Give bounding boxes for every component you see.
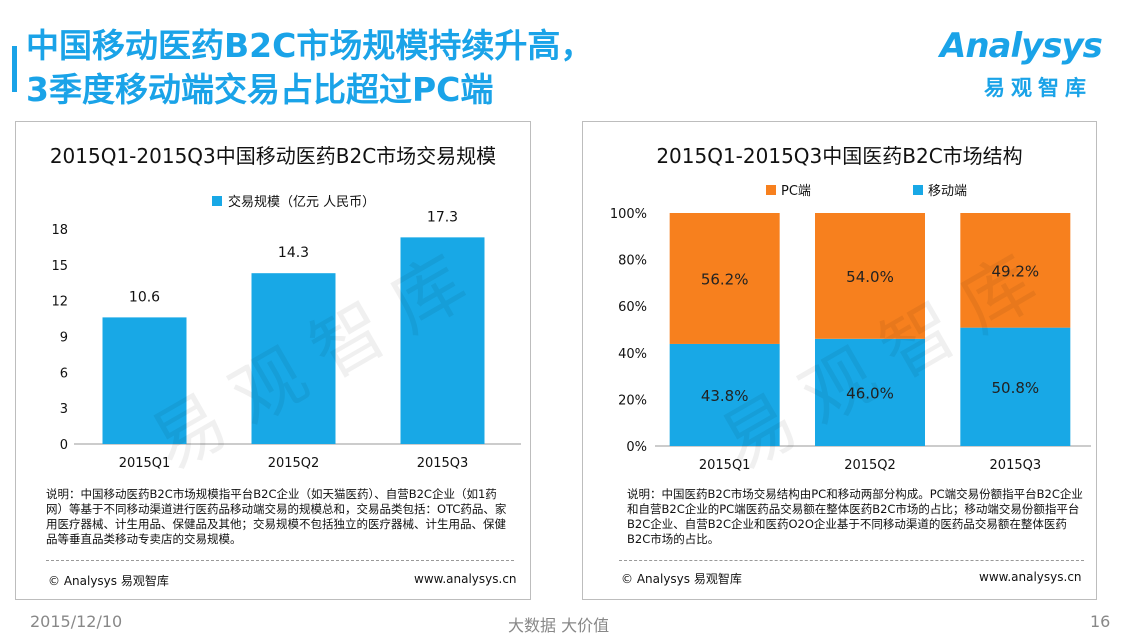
x-tick-label-2015Q2: 2015Q2 [268,456,320,471]
bar-2015Q3 [400,237,485,444]
left-chart-note: 说明：中国移动医药B2C市场规模指平台B2C企业（如天猫医药）、自营B2C企业（… [46,487,507,546]
legend-label-volume: 交易规模（亿元 人民币） [228,194,375,210]
right-source: © Analysys 易观智库 [621,572,742,586]
bar-mobile-2015Q1 [669,343,780,446]
left-chart-panel: 交易规模（亿元 人民币） 0 3 6 9 12 15 18 10.6 2015Q1 14.3 2015… [15,121,531,600]
data-label-2015Q1: 10.6 [129,289,160,305]
analysys-logo: Analysys 易观智库 [940,26,1110,106]
page-title-line1: 中国移动医药B2C市场规模持续升高， [26,26,594,65]
bar-pc-2015Q1 [669,213,780,344]
y-tick-label: 0 [60,438,68,453]
y-tick-label: 0% [626,440,647,455]
x-tick-label-2015Q1: 2015Q1 [119,456,171,471]
right-url: www.analysys.cn [979,570,1082,584]
bar-mobile-2015Q3 [960,327,1071,446]
data-label-mobile-2015Q2: 46.0% [846,384,894,402]
y-tick-label: 15 [51,259,68,274]
bar-2015Q1 [102,317,187,444]
data-label-mobile-2015Q1: 43.8% [701,387,749,405]
y-tick-label: 9 [60,331,68,346]
y-tick-label: 20% [618,393,647,408]
bar-pc-2015Q3 [960,213,1071,328]
data-label-pc-2015Q1: 56.2% [701,270,749,288]
data-label-pc-2015Q3: 49.2% [992,262,1040,280]
y-tick-label: 12 [51,295,68,310]
x-tick-label-2015Q3: 2015Q3 [990,458,1042,473]
page-number: 16 [1090,612,1111,631]
bar-pc-2015Q2 [815,213,925,339]
y-tick-label: 3 [60,402,68,417]
legend-swatch-volume [212,196,222,206]
x-tick-label-2015Q1: 2015Q1 [699,458,751,473]
y-tick-label: 18 [51,223,68,238]
y-tick-label: 6 [60,366,68,381]
bar-2015Q2 [251,273,336,444]
legend-label-mobile: 移动端 [928,184,967,199]
y-tick-label: 100% [610,207,647,222]
y-tick-label: 80% [618,254,647,269]
y-tick-label: 40% [618,347,647,362]
x-tick-label-2015Q2: 2015Q2 [844,458,896,473]
left-url: www.analysys.cn [414,572,517,586]
left-chart-title: 2015Q1-2015Q3中国移动医药B2C市场交易规模 [49,144,497,168]
right-chart-panel: PC端 移动端 0% 20% 40% 60% 80% 100% 43.8% 56.2% 2015Q1… [582,121,1097,600]
left-bar-chart: 交易规模（亿元 人民币） 0 3 6 9 12 15 18 10.6 2015Q1 14.3 2015… [51,194,521,471]
left-source: © Analysys 易观智库 [48,574,169,588]
data-label-pc-2015Q2: 54.0% [846,268,894,286]
page-title-line2: 3季度移动端交易占比超过PC端 [26,70,494,109]
x-tick-label-2015Q3: 2015Q3 [417,456,469,471]
y-tick-label: 60% [618,300,647,315]
bar-mobile-2015Q2 [815,338,925,446]
legend-swatch-mobile [913,185,923,195]
data-label-2015Q3: 17.3 [427,209,458,225]
right-stacked-chart: PC端 移动端 0% 20% 40% 60% 80% 100% 43.8% 56.2% 2015Q1… [610,184,1091,473]
legend-swatch-pc [766,185,776,195]
right-divider [619,560,1084,561]
left-divider [46,560,514,561]
footer-date: 2015/12/10 [30,612,123,631]
title-accent-bar [12,46,17,92]
page-title: 中国移动医药B2C市场规模持续升高， 3季度移动端交易占比超过PC端 [26,24,726,112]
logo-english: Analysys [940,26,1103,66]
data-label-mobile-2015Q3: 50.8% [992,379,1040,397]
footer-slogan: 大数据 大价值 [508,616,610,635]
legend-label-pc: PC端 [781,184,811,199]
data-label-2015Q2: 14.3 [278,245,309,261]
right-chart-title: 2015Q1-2015Q3中国医药B2C市场结构 [656,144,1023,168]
right-chart-note: 说明：中国医药B2C市场交易结构由PC和移动两部分构成。PC端交易份额指平台B2… [627,487,1083,546]
logo-chinese: 易观智库 [984,76,1092,100]
